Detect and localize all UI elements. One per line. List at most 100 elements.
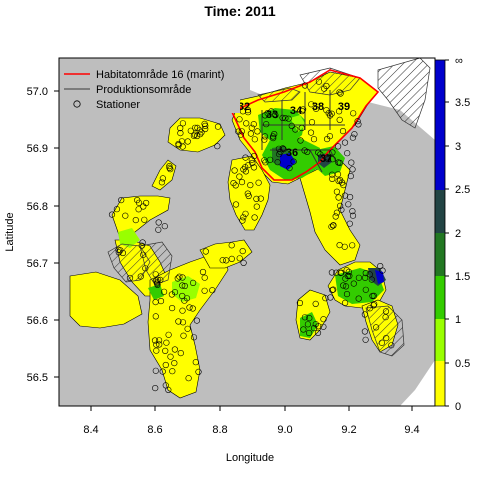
station-marker bbox=[346, 220, 353, 227]
station-marker bbox=[366, 305, 374, 312]
station-marker bbox=[261, 157, 268, 164]
station-marker bbox=[126, 274, 134, 282]
legend-label: Stationer bbox=[96, 99, 140, 111]
colorbar-label: 3 bbox=[455, 141, 461, 153]
station-marker bbox=[262, 159, 269, 166]
station-marker bbox=[340, 182, 347, 189]
station-marker bbox=[251, 214, 258, 221]
station-marker bbox=[187, 127, 194, 134]
station-marker bbox=[181, 297, 188, 304]
station-marker bbox=[301, 314, 309, 321]
station-marker bbox=[314, 329, 322, 337]
station-marker bbox=[355, 274, 363, 281]
station-marker bbox=[330, 222, 337, 229]
station-marker bbox=[323, 107, 330, 114]
station-marker bbox=[137, 273, 144, 280]
station-marker bbox=[242, 210, 249, 217]
station-marker bbox=[337, 202, 344, 209]
station-marker bbox=[189, 305, 196, 312]
station-marker bbox=[277, 148, 284, 155]
station-marker bbox=[166, 164, 173, 171]
station-marker bbox=[333, 269, 340, 276]
station-marker bbox=[242, 154, 249, 161]
station-marker bbox=[320, 316, 327, 323]
station-marker bbox=[382, 308, 390, 315]
station-marker bbox=[329, 171, 336, 178]
station-marker bbox=[201, 287, 208, 294]
station-marker bbox=[362, 336, 369, 343]
station-marker bbox=[232, 182, 239, 189]
station-marker bbox=[245, 162, 252, 169]
station-marker bbox=[348, 159, 355, 166]
station-marker bbox=[339, 128, 347, 135]
station-marker bbox=[240, 214, 247, 221]
station-marker bbox=[298, 124, 305, 132]
station-marker bbox=[324, 156, 332, 163]
station-marker bbox=[267, 156, 274, 163]
station-marker bbox=[194, 124, 201, 131]
y-tick-label: 56.8 bbox=[27, 201, 48, 213]
y-tick-label: 56.9 bbox=[27, 143, 48, 155]
station-marker bbox=[326, 133, 334, 140]
station-marker bbox=[285, 115, 292, 122]
y-tick-label: 57.0 bbox=[27, 86, 48, 98]
station-marker bbox=[117, 247, 124, 254]
station-marker bbox=[279, 114, 286, 121]
area-label: 33 bbox=[266, 109, 278, 121]
station-marker bbox=[236, 255, 243, 262]
station-marker bbox=[138, 242, 145, 249]
station-marker bbox=[240, 259, 247, 267]
station-marker bbox=[347, 173, 354, 180]
station-marker bbox=[329, 149, 336, 156]
station-marker bbox=[338, 206, 345, 213]
x-tick-label: 8.6 bbox=[147, 424, 162, 436]
station-marker bbox=[344, 150, 351, 157]
station-marker bbox=[238, 179, 246, 186]
colorbar-label: 1.5 bbox=[455, 271, 470, 283]
station-marker bbox=[184, 138, 191, 145]
station-marker bbox=[292, 126, 299, 133]
map-area: 32 33 34 38 39 36 37 Habitatområde 16 (m… bbox=[59, 58, 435, 406]
station-marker bbox=[315, 323, 322, 330]
station-marker bbox=[329, 175, 336, 182]
station-marker bbox=[175, 142, 182, 149]
station-marker bbox=[342, 299, 349, 307]
station-marker bbox=[329, 287, 336, 294]
station-marker bbox=[158, 179, 165, 186]
station-marker bbox=[179, 120, 186, 127]
legend-station-icon bbox=[73, 100, 81, 108]
station-marker bbox=[255, 179, 262, 186]
station-marker bbox=[177, 125, 184, 132]
station-marker bbox=[388, 342, 395, 349]
station-marker bbox=[336, 159, 343, 166]
x-axis: 8.4 8.6 8.8 9.0 9.2 9.4 Longitude bbox=[83, 406, 420, 464]
station-marker bbox=[179, 319, 187, 326]
station-markers bbox=[108, 78, 395, 394]
station-marker bbox=[301, 82, 309, 89]
colorbar-label: ∞ bbox=[455, 55, 463, 67]
station-marker bbox=[308, 101, 315, 108]
station-marker bbox=[304, 321, 312, 328]
station-marker bbox=[322, 295, 329, 302]
station-marker bbox=[349, 242, 356, 249]
station-marker bbox=[332, 213, 339, 220]
station-marker bbox=[328, 223, 335, 230]
station-marker bbox=[328, 269, 336, 276]
station-marker bbox=[186, 304, 193, 311]
station-marker bbox=[263, 121, 270, 128]
station-marker bbox=[230, 180, 237, 187]
y-tick-label: 56.6 bbox=[27, 315, 48, 327]
station-marker bbox=[312, 300, 319, 308]
station-marker bbox=[179, 282, 186, 289]
station-marker bbox=[193, 317, 200, 324]
station-marker bbox=[179, 274, 186, 281]
station-marker bbox=[249, 159, 256, 167]
station-marker bbox=[329, 156, 336, 163]
station-marker bbox=[333, 188, 341, 195]
station-marker bbox=[169, 305, 176, 312]
station-marker bbox=[333, 209, 341, 216]
station-marker bbox=[345, 201, 352, 208]
station-marker bbox=[300, 326, 307, 333]
station-marker bbox=[162, 347, 169, 355]
